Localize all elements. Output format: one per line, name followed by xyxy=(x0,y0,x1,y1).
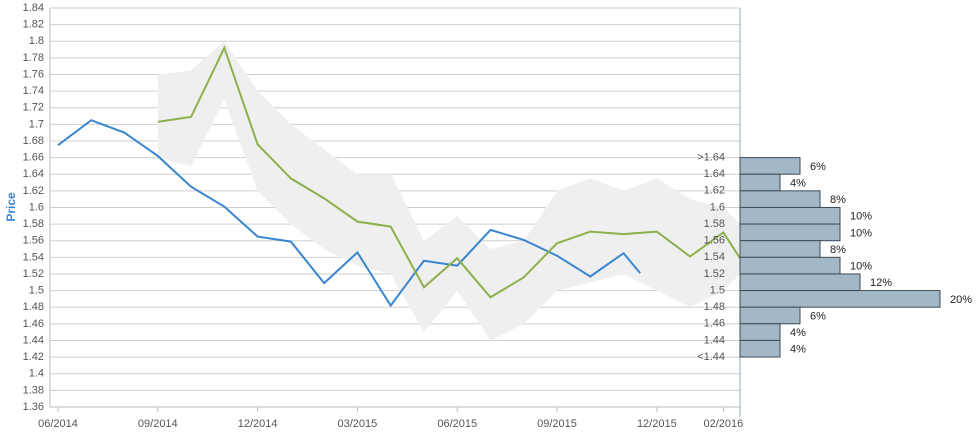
y-tick-label: 1.78 xyxy=(23,52,44,64)
bar xyxy=(739,240,821,258)
value-label: 8% xyxy=(830,194,846,206)
x-tick-label: 09/2015 xyxy=(537,418,577,430)
x-tick-label: 06/2014 xyxy=(38,418,78,430)
value-label: 4% xyxy=(790,327,806,339)
bin-label: 1.64 xyxy=(704,168,725,180)
value-label: 12% xyxy=(870,277,892,289)
bar xyxy=(739,223,841,242)
line xyxy=(57,119,641,308)
y-tick-label: 1.82 xyxy=(23,19,44,31)
bin-label: 1.56 xyxy=(704,235,725,247)
y-tick-label: 1.58 xyxy=(23,218,44,230)
value-label: 10% xyxy=(850,261,872,273)
x-tick-label: 12/2015 xyxy=(637,418,677,430)
bin-label: >1.64 xyxy=(697,152,725,164)
bin-label: 1.54 xyxy=(704,251,725,263)
y-tick-label: 1.44 xyxy=(23,334,44,346)
y-tick-label: 1.74 xyxy=(23,85,44,97)
bin-label: 1.6 xyxy=(710,201,725,213)
bar xyxy=(739,323,781,341)
y-tick-label: 1.84 xyxy=(23,2,44,14)
line xyxy=(157,45,741,299)
y-tick-label: 1.76 xyxy=(23,68,44,80)
y-tick-label: 1.8 xyxy=(29,35,44,47)
bar xyxy=(739,157,801,175)
bin-label: 1.58 xyxy=(704,218,725,230)
bin-label: 1.62 xyxy=(704,185,725,197)
y-tick-label: 1.5 xyxy=(29,285,44,297)
bin-label: 1.48 xyxy=(704,301,725,313)
bin-label: 1.46 xyxy=(704,318,725,330)
bar xyxy=(739,339,781,358)
y-tick-label: 1.64 xyxy=(23,168,44,180)
y-tick-label: 1.36 xyxy=(23,401,44,413)
y-axis-label: Price xyxy=(4,192,18,222)
x-tick-label: 02/2016 xyxy=(703,418,743,430)
y-tick-label: 1.7 xyxy=(29,118,44,130)
bar xyxy=(739,273,861,292)
y-tick-label: 1.4 xyxy=(29,368,44,380)
bin-label: <1.44 xyxy=(697,351,725,363)
bar xyxy=(739,206,841,225)
range-band xyxy=(157,41,741,341)
y-tick-label: 1.52 xyxy=(23,268,44,280)
bar xyxy=(739,306,801,325)
y-tick-label: 1.66 xyxy=(23,152,44,164)
x-tick-label: 09/2014 xyxy=(138,418,178,430)
y-tick-label: 1.62 xyxy=(23,185,44,197)
bin-label: 1.5 xyxy=(710,284,725,296)
y-tick-label: 1.54 xyxy=(23,251,44,263)
value-label: 20% xyxy=(950,294,972,306)
value-label: 6% xyxy=(810,310,826,322)
value-label: 10% xyxy=(850,227,872,239)
value-label: 4% xyxy=(790,177,806,189)
y-tick-label: 1.38 xyxy=(23,384,44,396)
y-tick-label: 1.42 xyxy=(23,351,44,363)
value-label: 6% xyxy=(810,161,826,173)
value-label: 4% xyxy=(790,344,806,356)
x-tick-label: 12/2014 xyxy=(238,418,278,430)
bar xyxy=(739,190,821,208)
y-tick-label: 1.46 xyxy=(23,318,44,330)
bin-label: 1.44 xyxy=(704,334,725,346)
value-label: 8% xyxy=(830,244,846,256)
bar xyxy=(739,290,941,308)
x-tick-label: 06/2015 xyxy=(437,418,477,430)
x-tick-label: 03/2015 xyxy=(338,418,378,430)
y-tick-label: 1.68 xyxy=(23,135,44,147)
y-tick-label: 1.56 xyxy=(23,235,44,247)
y-tick-label: 1.72 xyxy=(23,102,44,114)
value-label: 10% xyxy=(850,211,872,223)
bin-label: 1.52 xyxy=(704,268,725,280)
bar xyxy=(739,173,781,192)
y-tick-label: 1.48 xyxy=(23,301,44,313)
y-tick-label: 1.6 xyxy=(29,201,44,213)
bar xyxy=(739,256,841,275)
